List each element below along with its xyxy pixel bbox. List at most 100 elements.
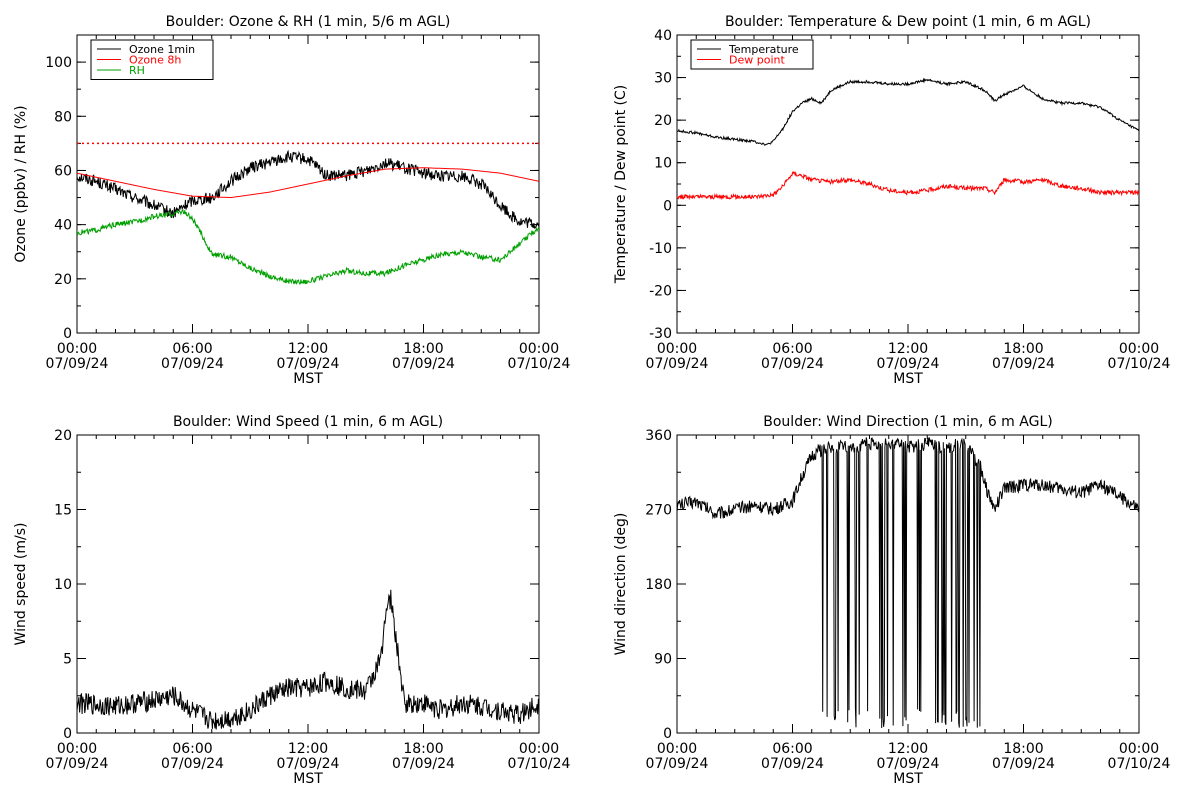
x-tick-date: 07/09/24	[392, 356, 455, 372]
legend-label: Ozone 1min	[129, 43, 195, 56]
x-tick-date: 07/09/24	[992, 756, 1055, 772]
x-tick-date: 07/10/24	[1108, 356, 1171, 372]
x-tick-date: 07/09/24	[161, 756, 224, 772]
x-tick-date: 07/09/24	[277, 756, 340, 772]
series-line-ozone-1min	[77, 149, 539, 230]
y-tick-label: 270	[645, 503, 672, 519]
chart-title: Boulder: Ozone & RH (1 min, 5/6 m AGL)	[166, 14, 451, 30]
y-tick-label: 5	[63, 652, 72, 668]
y-axis-label: Temperature / Dew point (C)	[613, 85, 629, 284]
y-tick-label: 0	[63, 726, 72, 742]
y-tick-label: 180	[645, 577, 672, 593]
x-tick-date: 07/09/24	[392, 756, 455, 772]
x-tick-time: 00:00	[657, 341, 697, 357]
y-tick-label: 100	[45, 55, 72, 71]
x-tick-date: 07/09/24	[877, 356, 940, 372]
legend-label: Temperature	[728, 43, 799, 56]
x-tick-date: 07/09/24	[646, 356, 709, 372]
chart-wind-direction: Boulder: Wind Direction (1 min, 6 m AGL)…	[613, 414, 1171, 787]
legend-label: RH	[129, 64, 145, 77]
x-tick-time: 12:00	[888, 341, 928, 357]
chart-temp-dew: Boulder: Temperature & Dew point (1 min,…	[613, 14, 1171, 387]
y-tick-label: 20	[54, 428, 72, 444]
x-tick-time: 00:00	[57, 741, 97, 757]
x-tick-time: 06:00	[172, 341, 212, 357]
chart-title: Boulder: Wind Direction (1 min, 6 m AGL)	[763, 414, 1052, 430]
x-tick-time: 00:00	[1119, 741, 1159, 757]
y-tick-label: 40	[654, 28, 672, 44]
y-axis-label: Wind speed (m/s)	[13, 523, 29, 646]
x-tick-date: 07/10/24	[1108, 756, 1171, 772]
x-tick-date: 07/09/24	[161, 356, 224, 372]
x-tick-date: 07/10/24	[508, 356, 571, 372]
x-tick-date: 07/09/24	[877, 756, 940, 772]
y-tick-label: 360	[645, 428, 672, 444]
x-tick-date: 07/09/24	[46, 356, 109, 372]
y-tick-label: 0	[663, 198, 672, 214]
y-axis-label: Ozone (ppbv) / RH (%)	[13, 105, 29, 262]
x-tick-time: 12:00	[288, 341, 328, 357]
legend-label: Dew point	[729, 54, 785, 67]
y-tick-label: 20	[654, 113, 672, 129]
plot-area	[77, 589, 539, 730]
x-tick-time: 18:00	[403, 341, 443, 357]
series-line-ozone-8h	[77, 167, 539, 198]
y-tick-label: 30	[654, 71, 672, 87]
chart-wind-speed: Boulder: Wind Speed (1 min, 6 m AGL) 0 5 10…	[13, 414, 571, 787]
y-tick-label: 0	[663, 726, 672, 742]
x-tick-time: 12:00	[288, 741, 328, 757]
x-tick-date: 07/09/24	[277, 356, 340, 372]
series-line-dew-point	[677, 170, 1139, 201]
y-tick-label: 0	[63, 326, 72, 342]
x-tick-time: 00:00	[57, 341, 97, 357]
y-tick-label: 60	[54, 163, 72, 179]
x-tick-time: 12:00	[888, 741, 928, 757]
chart-title: Boulder: Wind Speed (1 min, 6 m AGL)	[173, 414, 443, 430]
x-axis-label: MST	[293, 371, 323, 387]
y-tick-label: 15	[54, 503, 72, 519]
plot-frame	[676, 34, 1140, 334]
x-tick-time: 18:00	[403, 741, 443, 757]
x-tick-date: 07/10/24	[508, 756, 571, 772]
plot-area	[677, 77, 1139, 201]
plot-frame	[676, 434, 1140, 734]
x-tick-time: 00:00	[519, 341, 559, 357]
x-tick-date: 07/09/24	[761, 756, 824, 772]
chart-ozone-rh: Boulder: Ozone & RH (1 min, 5/6 m AGL) 0 2…	[13, 14, 571, 387]
y-tick-label: -10	[649, 241, 672, 257]
series-line-rh	[77, 209, 539, 285]
plot-area	[77, 142, 539, 285]
y-tick-label: 10	[54, 577, 72, 593]
y-tick-label: -20	[649, 283, 672, 299]
x-axis-label: MST	[293, 771, 323, 787]
x-tick-date: 07/09/24	[646, 756, 709, 772]
y-tick-label: -30	[649, 326, 672, 342]
x-tick-date: 07/09/24	[46, 756, 109, 772]
legend-label: Ozone 8h	[129, 54, 181, 67]
x-tick-date: 07/09/24	[761, 356, 824, 372]
y-tick-label: 80	[54, 109, 72, 125]
y-axis-label: Wind direction (deg)	[613, 513, 629, 656]
chart-title: Boulder: Temperature & Dew point (1 min,…	[725, 14, 1091, 30]
x-axis-label: MST	[893, 371, 923, 387]
x-tick-time: 06:00	[172, 741, 212, 757]
x-tick-time: 18:00	[1003, 341, 1043, 357]
x-tick-time: 00:00	[657, 741, 697, 757]
x-tick-time: 00:00	[519, 741, 559, 757]
x-tick-time: 00:00	[1119, 341, 1159, 357]
series-line	[77, 589, 539, 730]
x-axis-label: MST	[893, 771, 923, 787]
y-tick-label: 10	[654, 156, 672, 172]
x-tick-date: 07/09/24	[992, 356, 1055, 372]
x-tick-time: 18:00	[1003, 741, 1043, 757]
plot-area	[677, 437, 1139, 729]
legend-box	[690, 39, 814, 70]
x-tick-time: 06:00	[772, 741, 812, 757]
y-tick-label: 20	[54, 272, 72, 288]
series-line-temperature	[677, 77, 1139, 147]
x-tick-time: 06:00	[772, 341, 812, 357]
series-line	[677, 437, 1139, 729]
y-tick-label: 90	[654, 652, 672, 668]
y-tick-label: 40	[54, 218, 72, 234]
